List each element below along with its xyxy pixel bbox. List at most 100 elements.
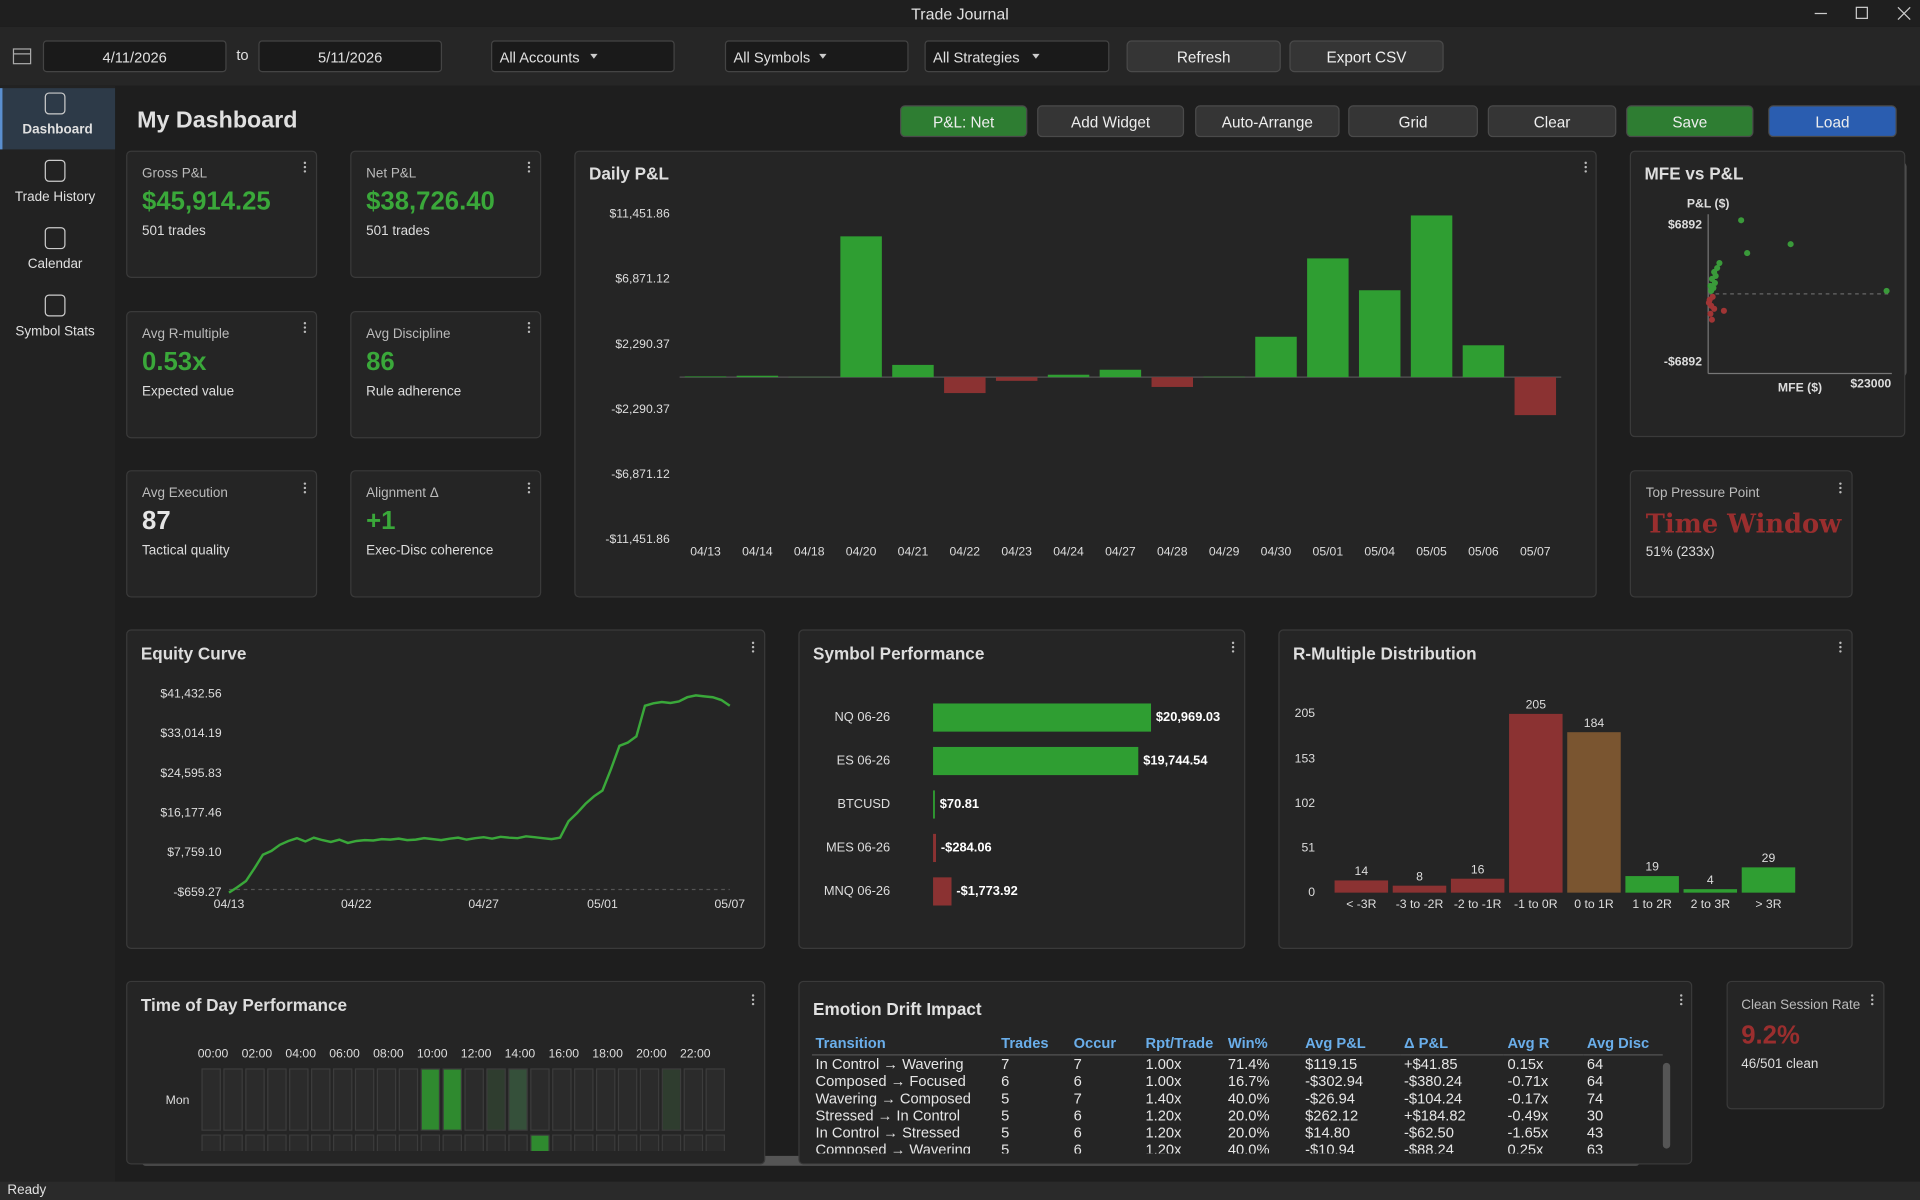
emotion-table: Transition Trades Occur Rpt/Trade Win% Avg P&…	[811, 1031, 1663, 1153]
stat-value: 87	[142, 506, 171, 536]
table-cell: 20.0%	[1227, 1124, 1270, 1142]
table-cell: 5	[1001, 1141, 1010, 1154]
table-cell: 74	[1586, 1089, 1604, 1107]
title-bar: Trade Journal	[0, 0, 1920, 27]
symbols-select[interactable]: All Symbols	[724, 40, 909, 73]
table-row: In Control → Stressed 5 6 1.20x 20.0% $14.80 -…	[812, 1124, 1663, 1141]
strategies-select[interactable]: All Strategies	[924, 40, 1110, 73]
stat-card: Avg Discipline 86 Rule adherence	[350, 310, 542, 438]
pressure-label: Top Pressure Point	[1645, 486, 1760, 501]
table-row: Wavering → Composed 5 7 1.40x 40.0% -$26.94 -$…	[812, 1090, 1663, 1107]
table-cell: 1.00x	[1145, 1055, 1182, 1073]
table-cell: -1.65x	[1507, 1124, 1549, 1142]
table-cell: 6	[1073, 1106, 1082, 1125]
table-cell: -$26.94	[1305, 1089, 1355, 1107]
table-cell: -$302.94	[1305, 1072, 1364, 1090]
table-cell: -$10.94	[1305, 1141, 1355, 1154]
date-from[interactable]: 4/11/2026	[42, 40, 227, 73]
table-row: Composed → Focused 6 6 1.00x 16.7% -$302.94 -$…	[812, 1073, 1663, 1090]
stat-card: Alignment Δ +1 Exec-Disc coherence	[350, 470, 542, 598]
button-label: Load	[1815, 113, 1850, 132]
stat-label: Avg Discipline	[366, 326, 451, 342]
sidebar-label: Trade History	[14, 189, 96, 205]
header-cell: Avg R	[1503, 1031, 1584, 1056]
stat-card: Avg Execution 87 Tactical quality	[126, 470, 318, 598]
table-cell: -$104.24	[1404, 1089, 1463, 1107]
header-cell: Occur	[1069, 1031, 1142, 1056]
table-cell: 6	[1001, 1072, 1010, 1090]
table-cell: 43	[1586, 1124, 1604, 1142]
toolbar-button[interactable]: Add Widget	[1037, 105, 1185, 138]
export-button[interactable]: Export CSV	[1289, 40, 1444, 73]
clean-label: Clean Session Rate	[1741, 997, 1861, 1013]
refresh-text: Refresh	[1176, 48, 1231, 67]
window-controls[interactable]	[1810, 5, 1915, 22]
clean-card: Clean Session Rate 9.2% 46/501 clean	[1726, 980, 1885, 1110]
equity-card	[126, 629, 766, 949]
accounts-select[interactable]: All Accounts	[491, 40, 675, 73]
table-cell: Composed → Focused	[815, 1072, 966, 1090]
refresh-button[interactable]: Refresh	[1126, 40, 1281, 73]
table-cell: 1.20x	[1145, 1106, 1182, 1125]
button-label: Auto-Arrange	[1221, 113, 1313, 132]
table-cell: Wavering → Composed	[815, 1089, 971, 1107]
table-cell: +$184.82	[1404, 1106, 1466, 1125]
sidebar-item[interactable]: Symbol Stats	[0, 290, 113, 351]
table-cell: 6	[1073, 1124, 1082, 1142]
symbol-card	[798, 629, 1246, 949]
table-row: Composed → Wavering 5 6 1.20x 40.0% -$10.94 -$…	[812, 1141, 1663, 1153]
stat-label: Avg Execution	[142, 486, 228, 501]
pressure-card: Top Pressure Point Time Window 51% (233x…	[1629, 470, 1853, 598]
date-to[interactable]: 5/11/2026	[258, 40, 443, 73]
table-cell: -$62.50	[1404, 1124, 1454, 1142]
sidebar	[0, 85, 116, 1182]
toolbar-button[interactable]: Grid	[1348, 105, 1478, 138]
accounts-text: All Accounts	[499, 48, 580, 67]
table-cell: +$41.85	[1404, 1055, 1458, 1073]
button-label: P&L: Net	[933, 113, 995, 132]
sidebar-item[interactable]: Dashboard	[0, 88, 116, 150]
stat-label: Net P&L	[366, 166, 417, 182]
button-label: Add Widget	[1071, 113, 1151, 132]
header-cell: Avg Disc	[1583, 1031, 1663, 1056]
table-cell: In Control → Stressed	[815, 1124, 961, 1142]
table-cell: 1.00x	[1145, 1072, 1182, 1090]
table-cell: 7	[1001, 1055, 1010, 1073]
sidebar-label: Dashboard	[22, 122, 93, 138]
toolbar-button[interactable]: P&L: Net	[900, 105, 1028, 138]
table-cell: 71.4%	[1227, 1055, 1270, 1073]
sidebar-item[interactable]: Trade History	[0, 156, 113, 217]
table-cell: 1.20x	[1145, 1141, 1182, 1154]
table-cell: 6	[1073, 1072, 1082, 1090]
sidebar-item[interactable]: Calendar	[0, 223, 113, 284]
stat-label: Alignment Δ	[366, 486, 439, 501]
table-cell: 0.15x	[1507, 1055, 1544, 1073]
toolbar-button[interactable]: Load	[1768, 105, 1897, 138]
button-label: Grid	[1398, 113, 1428, 132]
table-cell: 40.0%	[1227, 1089, 1270, 1107]
toolbar-button[interactable]: Auto-Arrange	[1195, 105, 1340, 138]
stat-sub: 501 trades	[366, 224, 430, 239]
header-cell: Rpt/Trade	[1141, 1031, 1225, 1056]
symbols-text: All Symbols	[733, 48, 811, 67]
pressure-sub: 51% (233x)	[1645, 544, 1715, 560]
emotion-card: Emotion Drift Impact Transition Trades Occ…	[798, 980, 1693, 1165]
header-cell: Δ P&L	[1400, 1031, 1504, 1056]
stat-sub: Tactical quality	[142, 543, 230, 559]
calendar-icon	[12, 48, 32, 65]
toolbar-button[interactable]: Save	[1626, 105, 1754, 138]
toolbar-button[interactable]: Clear	[1487, 105, 1617, 138]
table-cell: Stressed → In Control	[815, 1106, 961, 1125]
stat-sub: Exec-Disc coherence	[366, 543, 494, 559]
stat-sub: Rule adherence	[366, 383, 462, 399]
table-cell: -0.71x	[1507, 1072, 1549, 1090]
table-cell: 30	[1586, 1106, 1604, 1125]
stat-value: $38,726.40	[366, 187, 495, 216]
table-cell: In Control → Wavering	[815, 1055, 964, 1073]
status-bar: Ready	[0, 1181, 1920, 1200]
table-cell: 16.7%	[1227, 1072, 1270, 1090]
table-cell: 63	[1586, 1141, 1604, 1154]
table-cell: 6	[1073, 1141, 1082, 1154]
sidebar-label: Symbol Stats	[15, 324, 95, 340]
